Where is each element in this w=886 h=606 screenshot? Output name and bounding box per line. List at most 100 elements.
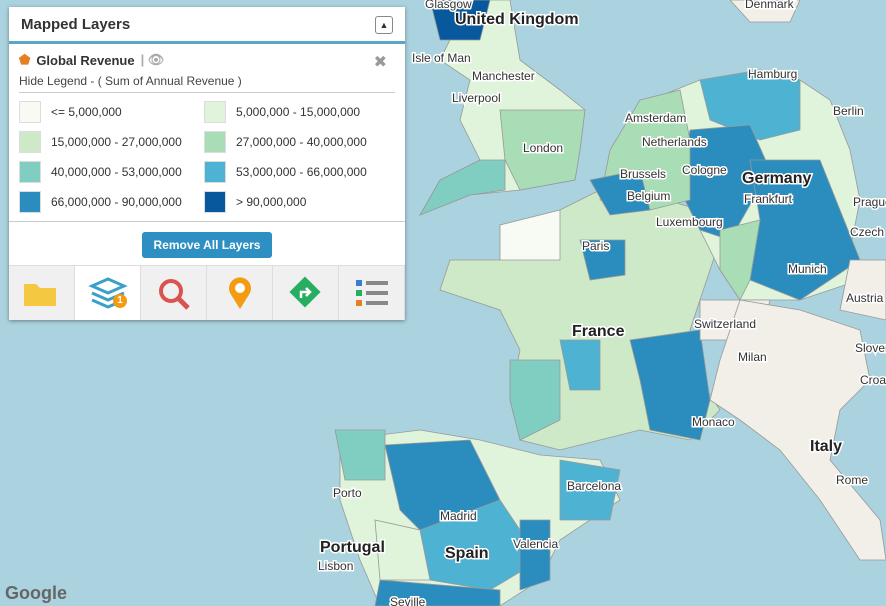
icon [228,277,251,309]
layer-name-row: ⬟ Global Revenue | 👁 [19,52,395,68]
map-label: Isle of Man [412,51,471,65]
layer: ⬟ Global Revenue | 👁 Hide Legend - ( Sum o… [9,44,405,222]
map-label: Amsterdam [625,111,686,125]
region [579,239,626,281]
icon [158,279,190,310]
map-label: Frankfurt [744,192,793,206]
route-tool[interactable] [273,266,339,320]
legend-label: 27,000,000 - 40,000,000 [236,135,367,149]
map-label: Denmark [745,0,795,11]
land [729,0,801,23]
map-label: Porto [333,486,362,500]
map-label: France [572,323,625,340]
region [419,159,506,216]
legend-item: 40,000,000 - 53,000,000 [19,161,204,183]
legend-swatch [204,131,226,153]
map-label: Spain [445,545,489,562]
layers-panel: Mapped Layers ▲ ✖ ⬟ Global Revenue | 👁 Hide… [9,7,405,320]
map-label: Madrid [440,509,477,523]
hide-legend[interactable]: Hide Legend - ( Sum of Annual Revenue ) [19,74,395,93]
legend-label: 40,000,000 - 53,000,000 [51,165,182,179]
legend-label: 5,000,000 - 15,000,000 [236,105,361,119]
map-label: Belgium [627,189,670,203]
legend-item: > 90,000,000 [204,191,389,213]
map-label: Berlin [833,104,864,118]
folder-tool[interactable] [9,266,75,320]
map-label: Monaco [692,415,735,429]
map-label: Luxembourg [656,215,723,229]
remove-all-button[interactable]: Remove All Layers [142,232,272,258]
legend: <= 5,000,000 5,000,000 - 15,000,000 15,000… [9,101,405,222]
legend-swatch [204,101,226,123]
land [839,259,886,321]
legend-label: 15,000,000 - 27,000,000 [51,135,182,149]
region [559,339,601,391]
legend-item: 53,000,000 - 66,000,000 [204,161,389,183]
layer-icon: ⬟ [19,52,31,67]
map-label: Sloven [855,341,886,355]
land [709,299,886,561]
layer-count-badge: 1 [113,294,127,308]
map-label: Munich [788,262,827,276]
layer-name: Global Revenue [36,52,135,68]
legend-swatch [204,191,226,213]
map-label: Croa [860,373,886,387]
region [719,219,761,301]
search-tool[interactable] [141,266,207,320]
region [374,579,501,606]
region [559,459,621,521]
map-label: Rome [836,473,868,487]
close-layer[interactable]: ✖ [373,54,387,71]
legend-label: > 90,000,000 [236,195,307,209]
region [509,359,561,441]
map-label: Brussels [620,167,666,181]
map-label: Seville [390,595,426,606]
legend-swatch [19,101,41,123]
map-label: Czech [850,225,884,239]
region [589,169,651,216]
legend-swatch [204,161,226,183]
pin-tool[interactable] [207,266,273,320]
legend-label: 66,000,000 - 90,000,000 [51,195,182,209]
legend-item: 66,000,000 - 90,000,000 [19,191,204,213]
map-label: United Kingdom [455,11,579,28]
list-tool[interactable] [339,266,405,320]
google-logo: Google [5,583,67,603]
legend-item: 27,000,000 - 40,000,000 [204,131,389,153]
map-label: Netherlands [642,135,707,149]
region [519,519,551,591]
visibility-icon[interactable]: | 👁 [140,52,165,67]
map-label: Italy [810,438,842,455]
map-label: London [523,141,563,155]
icon [288,276,321,308]
map-label: Hamburg [748,67,797,81]
panel-title: Mapped Layers [21,15,131,33]
map-label: Lisbon [318,559,353,573]
icon [355,280,388,306]
legend-item: <= 5,000,000 [19,101,204,123]
map-label: Prague [853,195,886,209]
legend-swatch [19,131,41,153]
map-label: Milan [738,350,767,364]
toolbar: 1 [9,265,405,320]
region [499,209,561,261]
map-label: Barcelona [567,479,621,493]
legend-item: 5,000,000 - 15,000,000 [204,101,389,123]
layers-tool[interactable]: 1 [75,266,141,320]
icon [23,284,56,306]
map-label: Switzerland [694,317,756,331]
map-label: Glasgow [425,0,472,11]
region [334,429,386,481]
region [429,0,491,41]
map-label: Austria [846,291,884,305]
legend-swatch [19,161,41,183]
region [374,519,431,581]
map-label: Manchester [472,69,535,83]
collapse-button[interactable]: ▲ [375,16,393,34]
region [699,69,801,141]
map-label: Cologne [682,163,727,177]
map-label: Portugal [320,539,385,556]
map-label: Paris [582,239,609,253]
